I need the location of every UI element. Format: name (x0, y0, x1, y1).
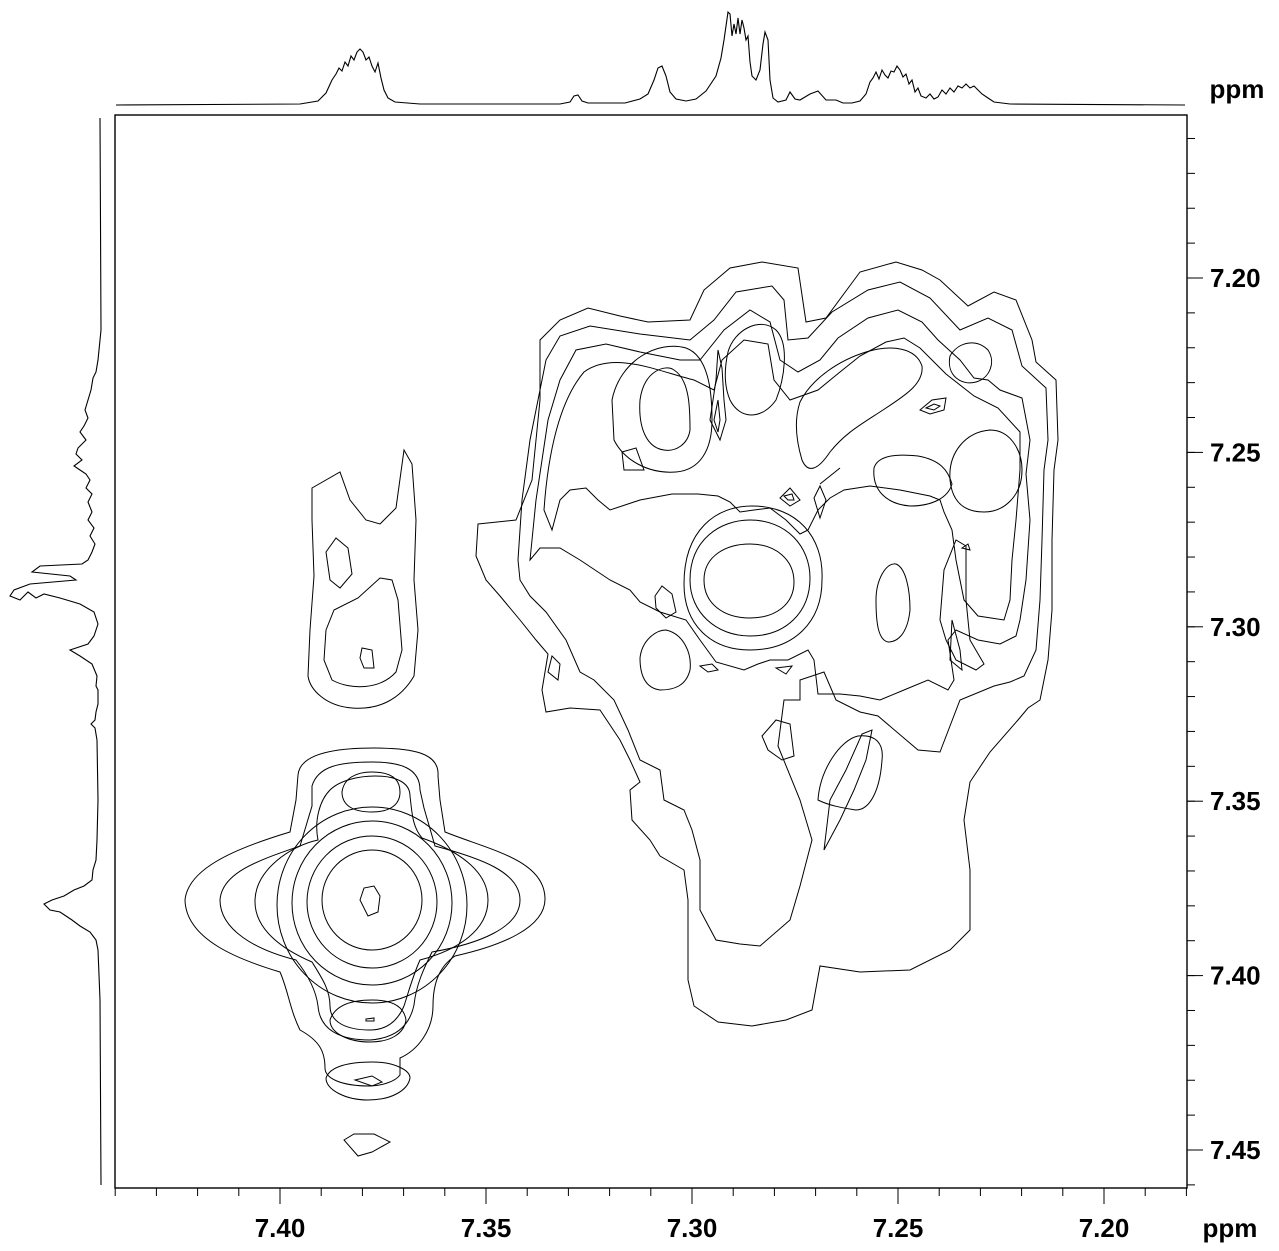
contour-cluster-peak-d (949, 429, 1023, 513)
contour-cluster-peak-h (948, 342, 992, 384)
contour-cluster-outer (475, 261, 1059, 1027)
contour-cluster-peak-n (819, 467, 841, 485)
y-tick-label: 7.35 (1210, 786, 1261, 816)
contour-cluster-peak-r (761, 719, 795, 761)
contour-cluster-level3 (529, 309, 1031, 701)
contour-cluster-peak-p (547, 655, 561, 681)
contour-cluster-peak-f (639, 629, 691, 691)
contour-peak-upper-left-mid (323, 577, 403, 688)
contour-peak-738-level4 (276, 806, 468, 1004)
contour-cluster-level4-ring1 (543, 337, 1021, 621)
contour-peak-738-level7 (321, 849, 423, 951)
contour-cluster-peak-c (873, 454, 953, 507)
y-axis-unit-label: ppm (1210, 74, 1265, 104)
contour-cluster-peak-g (795, 347, 923, 469)
y-tick-label: 7.30 (1210, 612, 1261, 642)
contour-cluster-peak-e (875, 563, 911, 643)
contour-cluster-peak-i-inner (924, 403, 942, 411)
contour-cluster-peak-k (621, 447, 645, 471)
contour-peak-738-level5 (291, 820, 453, 986)
x-tick-label: 7.20 (1079, 1213, 1130, 1243)
y-tick-label: 7.25 (1210, 437, 1261, 467)
contour-cluster-peak-a (639, 367, 691, 451)
y-tick-label: 7.45 (1210, 1135, 1261, 1165)
y-tick-label: 7.40 (1210, 961, 1261, 991)
y-tick-label: 7.20 (1210, 263, 1261, 293)
contour-cluster-peak-j (709, 349, 727, 442)
contour-peak-738-upper (341, 771, 401, 813)
contour-cluster-peak-s-inner (823, 729, 873, 851)
contour-cluster-peak-a-outer (611, 345, 713, 473)
contour-cluster-core-ring3 (703, 543, 795, 619)
contour-peak-upper-left-outer (307, 448, 419, 709)
contour-peak-738-level2 (219, 761, 521, 1041)
y-axis-ticks: 7.20 7.25 7.30 7.35 7.40 7.45 (1187, 263, 1261, 1165)
x-tick-label: 7.35 (461, 1213, 512, 1243)
contour-cluster-peak-q2 (774, 665, 794, 675)
contour-cluster-peak-q (698, 663, 720, 673)
contour-peak-upper-left-core (359, 647, 375, 669)
x-tick-label: 7.25 (873, 1213, 924, 1243)
x-tick-label: 7.30 (667, 1213, 718, 1243)
contour-cluster-peak-t (939, 539, 985, 671)
contour-cluster-peak-b (724, 324, 785, 416)
contour-peak-upper-left-small (325, 537, 353, 589)
contour-cluster-peak-o (654, 585, 677, 619)
x-tick-label: 7.40 (255, 1213, 306, 1243)
contour-cluster-peak-l (779, 487, 801, 507)
contour-cluster-peak-m (813, 484, 827, 520)
left-projection-spectrum (9, 117, 102, 1186)
contour-cluster-core-ring1 (689, 519, 811, 637)
x-axis-ticks: 7.40 7.35 7.30 7.25 7.20 (255, 1188, 1130, 1243)
contour-cluster-peak-i (919, 397, 947, 415)
contour-peak-738-core (359, 885, 381, 917)
contour-peak-738-bottom1-inner (353, 1075, 384, 1087)
contour-cluster-peak-t-inner (949, 619, 963, 672)
contour-peak-738-level6 (306, 835, 438, 969)
contour-cluster-level2 (517, 281, 1049, 947)
plot-frame (114, 114, 1188, 1189)
contour-group (184, 261, 1059, 1157)
contour-cluster-core-ring2 (683, 505, 823, 651)
contour-peak-738-level1 (184, 747, 546, 1087)
y-minor-ticks (1187, 137, 1195, 1186)
contour-peak-738-bottom1 (325, 1061, 411, 1101)
x-minor-ticks (114, 1188, 1187, 1196)
contour-peak-738-bottom2 (343, 1133, 392, 1157)
contour-peak-738-level3 (254, 775, 489, 1031)
contour-peak-738-lower (329, 999, 407, 1043)
contour-cluster-peak-j-inner (713, 399, 721, 433)
contour-cluster-peak-s (817, 735, 883, 811)
contour-cluster-peak-l-inner (783, 493, 795, 501)
contour-cluster-peak-u (960, 543, 971, 551)
contour-peak-738-lower-dot (365, 1017, 375, 1022)
x-axis-unit-label: ppm (1203, 1213, 1258, 1243)
top-projection-spectrum (115, 10, 1186, 106)
